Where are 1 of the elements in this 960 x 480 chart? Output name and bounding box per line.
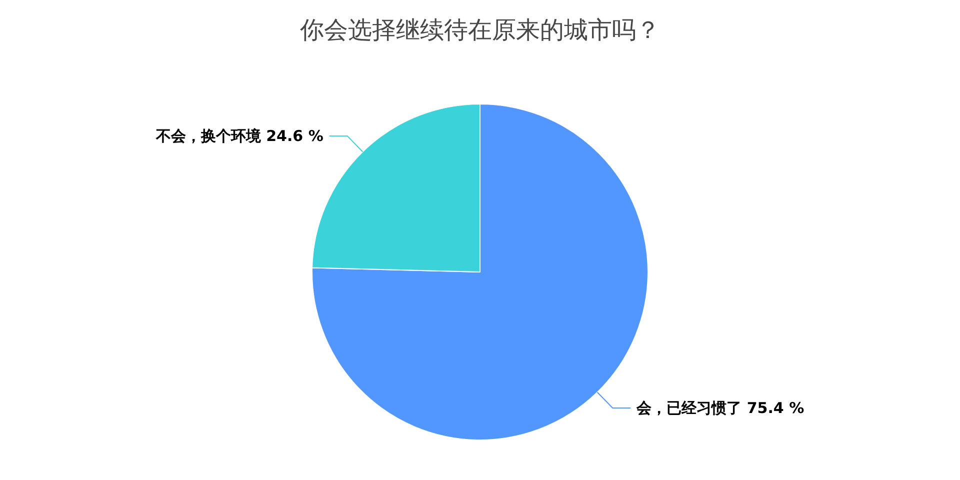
title: 你会选择继续待在原来的城市吗？ [300, 16, 660, 44]
